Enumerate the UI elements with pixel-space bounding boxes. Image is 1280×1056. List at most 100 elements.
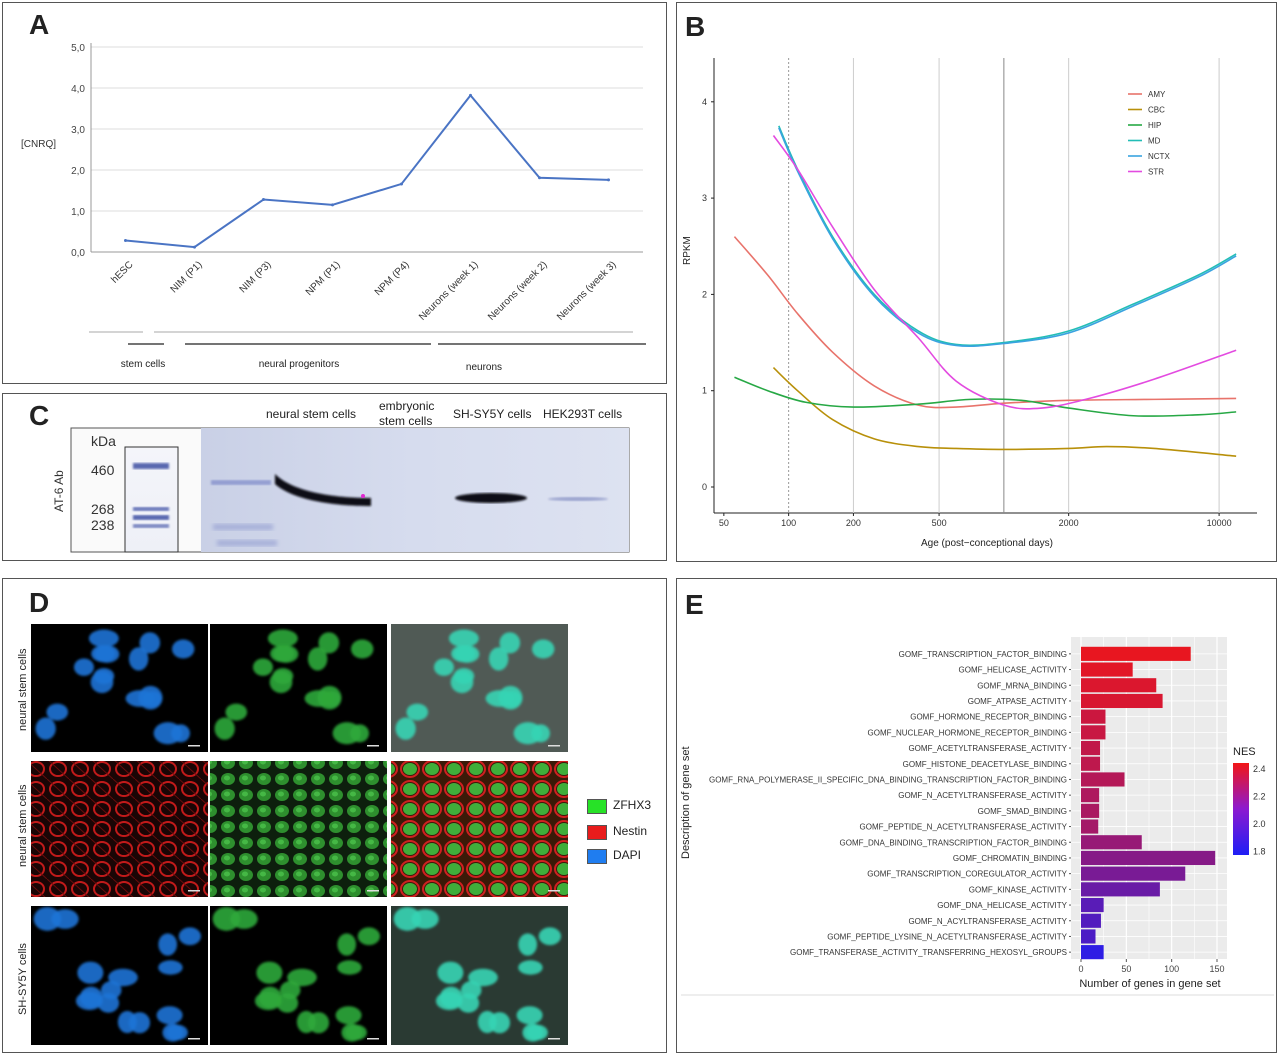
e-bar <box>1081 693 1163 709</box>
blot-membrane <box>201 428 629 552</box>
b-legend-label-amy: AMY <box>1148 90 1166 99</box>
ladder-band-268b <box>133 515 169 520</box>
row-label-3: SH-SY5Y cells <box>17 943 29 1015</box>
a-group-stem-cells: stem cells <box>121 359 165 370</box>
e-category-label: GOMF_CHROMATIN_BINDING <box>953 854 1067 863</box>
micrograph-r2-c2 <box>210 761 387 897</box>
western-blot: kDa 460 268 238 AT-6 Ab neural stem cell… <box>52 399 630 553</box>
e-category-label: GOMF_KINASE_ACTIVITY <box>969 885 1068 894</box>
band-highlight <box>361 494 365 498</box>
a-xtick-label: NIM (P1) <box>169 259 205 295</box>
e-category-label: GOMF_TRANSCRIPTION_FACTOR_BINDING <box>899 650 1067 659</box>
ladder-lane <box>124 446 179 553</box>
band-hek293t <box>548 497 608 501</box>
e-legend-title: NES <box>1233 746 1256 758</box>
e-category-label: GOMF_HELICASE_ACTIVITY <box>959 666 1068 675</box>
a-xtick-label: NIM (P3) <box>238 259 274 295</box>
e-category-label: GOMF_MRNA_BINDING <box>977 681 1067 690</box>
micrograph-r2-c1 <box>31 761 208 897</box>
b-xtick-label: 500 <box>932 518 947 528</box>
b-series-hip <box>734 376 1237 417</box>
e-category-label: GOMF_PEPTIDE_N_ACETYLTRANSFERASE_ACTIVIT… <box>860 823 1068 832</box>
microscopy-grid <box>31 624 568 1045</box>
e-bar <box>1081 945 1104 960</box>
e-category-label: GOMF_HORMONE_RECEPTOR_BINDING <box>910 713 1067 722</box>
e-legend-tick: 2.0 <box>1253 819 1266 829</box>
e-legend-tick: 1.8 <box>1253 847 1266 857</box>
marker-268: 268 <box>91 501 115 517</box>
b-series-md <box>778 125 1237 347</box>
a-data-point <box>400 182 403 186</box>
line-chart-a: 0,0 1,0 2,0 3,0 4,0 5,0 [CNRQ] hESC NIM (P1) NIM … <box>21 43 646 373</box>
b-xtick-label: 200 <box>846 518 861 528</box>
legend-label-zfhx3: ZFHX3 <box>613 798 652 812</box>
blot-smear-3 <box>217 540 277 546</box>
lane-label-embryonic-1: embryonic <box>379 399 434 413</box>
e-xtick-label: 50 <box>1121 964 1131 974</box>
b-legend-label-str: STR <box>1148 168 1164 177</box>
bar-chart-e: GOMF_TRANSCRIPTION_FACTOR_BINDING GOMF_HE… <box>680 637 1274 996</box>
panel-label-e: E <box>685 589 704 620</box>
band-neural-stem-cells <box>275 474 371 506</box>
b-legend-label-nctx: NCTX <box>1148 152 1170 161</box>
micrograph-r3-c2 <box>210 906 387 1045</box>
e-legend-tick: 2.2 <box>1253 792 1266 802</box>
a-ytick-label: 3,0 <box>71 125 85 136</box>
e-xtick-label: 150 <box>1209 964 1224 974</box>
a-xtick-label: NPM (P4) <box>373 259 412 298</box>
panel-label-c: C <box>29 400 50 431</box>
e-category-label: GOMF_DNA_HELICASE_ACTIVITY <box>937 901 1067 910</box>
micrograph-r3-c1 <box>31 906 208 1045</box>
b-xtick-label: 50 <box>719 518 729 528</box>
e-bar <box>1081 756 1101 771</box>
a-ytick-label: 2,0 <box>71 166 85 177</box>
a-xtick-label: hESC <box>109 259 135 285</box>
panel-d: D neural stem cells neural stem cells <box>2 578 667 1053</box>
b-xlabel: Age (post−conceptional days) <box>921 538 1053 549</box>
b-ytick-label: 4 <box>702 97 707 107</box>
e-category-label: GOMF_PEPTIDE_LYSINE_N_ACETYLTRANSFERASE_… <box>827 932 1067 941</box>
band-sh-sy5y <box>455 493 527 503</box>
b-ylabel: RPKM <box>682 236 693 265</box>
b-xtick-label: 100 <box>781 518 796 528</box>
e-category-label: GOMF_N_ACYLTRANSFERASE_ACTIVITY <box>908 917 1067 926</box>
e-category-label: GOMF_N_ACETYLTRANSFERASE_ACTIVITY <box>898 791 1067 800</box>
panel-label-d: D <box>29 587 50 618</box>
a-ylabel: [CNRQ] <box>21 139 56 150</box>
e-bar <box>1081 882 1160 897</box>
e-category-label: GOMF_ACETYLTRANSFERASE_ACTIVITY <box>908 744 1067 753</box>
e-bar <box>1081 772 1125 787</box>
a-group-neural-progenitors: neural progenitors <box>259 359 340 370</box>
lane-label-embryonic-2: stem cells <box>379 414 432 428</box>
legend-label-nestin: Nestin <box>613 824 648 838</box>
micrograph-r1-c3 <box>391 624 568 752</box>
e-category-label: GOMF_RNA_POLYMERASE_II_SPECIFIC_DNA_BIND… <box>709 775 1067 784</box>
b-series-cbc <box>772 367 1237 457</box>
a-data-point <box>538 176 541 180</box>
a-data-point <box>193 245 196 249</box>
e-bar <box>1081 803 1100 818</box>
panel-b: B 0 1 2 3 4 50 100 200 500 2000 10000 Age (post−con… <box>676 2 1277 562</box>
e-bar <box>1081 850 1216 866</box>
blot-smear-2 <box>213 524 273 530</box>
marker-460: 460 <box>91 462 115 478</box>
e-category-label: GOMF_DNA_BINDING_TRANSCRIPTION_FACTOR_BI… <box>840 838 1067 847</box>
a-data-point <box>124 239 127 243</box>
micrograph-r1-c2 <box>210 624 387 752</box>
e-bar <box>1081 897 1104 913</box>
e-bar <box>1081 913 1101 928</box>
e-category-label: GOMF_ATPASE_ACTIVITY <box>968 697 1068 706</box>
panel-c: C kDa 460 268 <box>2 393 667 561</box>
panel-e: E GOMF_TRANSCRIPTION_FACTOR_BINDING GOMF_… <box>676 578 1277 1053</box>
e-category-label: GOMF_TRANSFERASE_ACTIVITY_TRANSFERRING_H… <box>790 948 1067 957</box>
b-legend-label-hip: HIP <box>1148 121 1161 130</box>
e-bar <box>1081 709 1106 724</box>
e-legend-tick: 2.4 <box>1253 764 1266 774</box>
e-ylabel: Description of gene set <box>680 746 692 859</box>
line-chart-b: 0 1 2 3 4 50 100 200 500 2000 10000 Age (post−conce… <box>682 58 1257 549</box>
kda-label: kDa <box>91 433 116 449</box>
e-bar <box>1081 646 1191 661</box>
b-series-nctx <box>778 127 1237 347</box>
b-ytick-label: 3 <box>702 193 707 203</box>
ladder-band-268a <box>133 507 169 511</box>
